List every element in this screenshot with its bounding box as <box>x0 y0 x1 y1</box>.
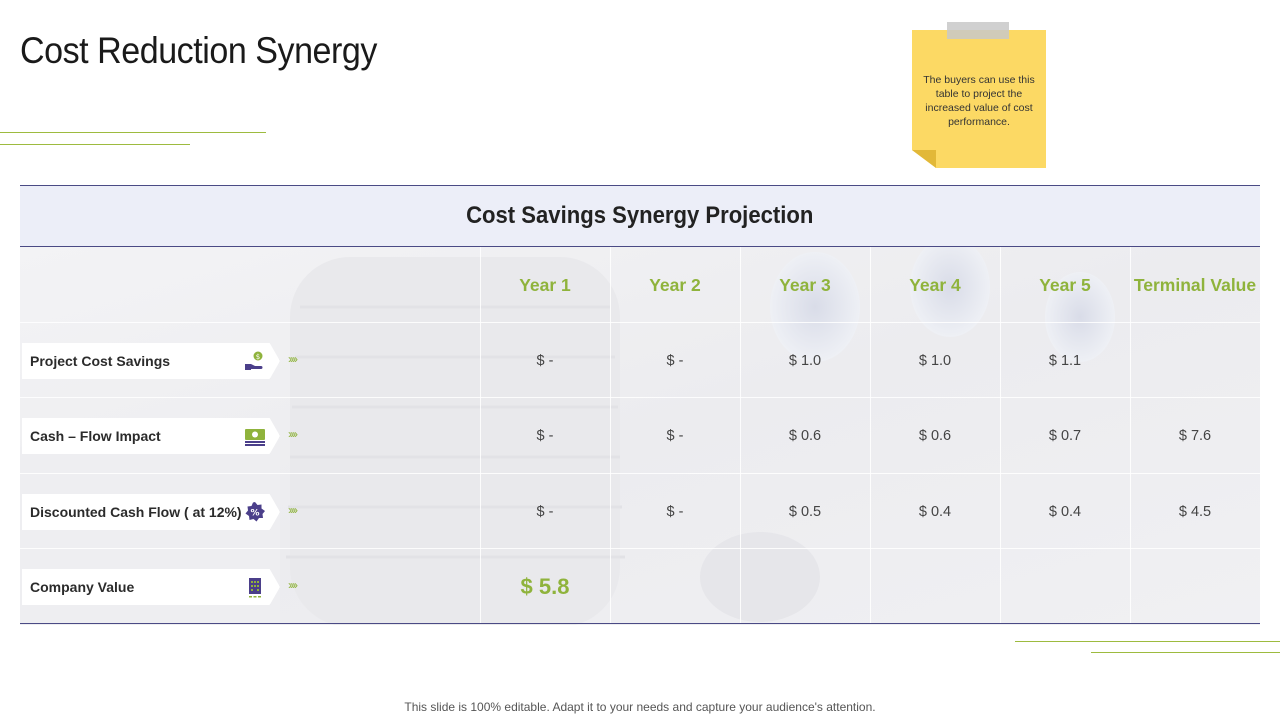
company-value-cell: $ 5.8 <box>520 574 570 599</box>
table-cell: $ 0.5 <box>788 504 822 520</box>
grid-line <box>20 548 1260 549</box>
grid-line <box>610 247 611 624</box>
grid-line <box>20 473 1260 474</box>
percent-badge-icon: % <box>245 502 265 522</box>
building-icon <box>249 578 261 598</box>
table-cell: $ 1.1 <box>1048 353 1082 369</box>
table-cell: $ 0.6 <box>788 428 822 444</box>
column-header-year-4: Year 4 <box>909 275 961 295</box>
column-header-year-1: Year 1 <box>519 275 571 295</box>
grid-line <box>20 322 1260 323</box>
row-label: Project Cost Savings <box>30 353 171 369</box>
table-cell: $ - <box>536 504 554 520</box>
table-header-band: Cost Savings Synergy Projection <box>20 185 1260 247</box>
decorative-line <box>0 144 190 145</box>
row-label-tab: Project Cost Savings $ <box>22 343 280 379</box>
table-cell: $ - <box>666 428 684 444</box>
footer-note: This slide is 100% editable. Adapt it to… <box>404 700 876 714</box>
row-label-tab: Discounted Cash Flow ( at 12%) % <box>22 494 280 530</box>
page-title: Cost Reduction Synergy <box>20 30 377 71</box>
table-cell: $ - <box>536 428 554 444</box>
sticky-note-tape <box>947 22 1009 39</box>
column-header-year-5: Year 5 <box>1039 275 1091 295</box>
column-header-year-2: Year 2 <box>649 275 701 295</box>
table-cell: $ 1.0 <box>788 353 822 369</box>
table-heading: Cost Savings Synergy Projection <box>466 202 814 229</box>
projection-table: Cost Savings Synergy Projection Year 1 Y… <box>20 185 1260 625</box>
chevron-arrows-icon: ›››› <box>288 578 298 592</box>
grid-line <box>480 247 481 624</box>
table-cell: $ 0.4 <box>918 504 952 520</box>
table-cell: $ 1.0 <box>918 353 952 369</box>
table-cell: $ 0.7 <box>1048 428 1082 444</box>
svg-text:$: $ <box>256 353 260 361</box>
chevron-arrows-icon: ›››› <box>288 352 298 366</box>
grid-line <box>1000 247 1001 624</box>
hand-money-icon: $ <box>245 351 263 370</box>
table-cell: $ 0.6 <box>918 428 952 444</box>
table-bottom-border <box>20 623 1260 624</box>
table-cell: $ 7.6 <box>1178 428 1212 444</box>
row-label: Company Value <box>30 579 135 595</box>
cash-stack-icon <box>245 429 265 446</box>
row-label: Cash – Flow Impact <box>30 428 161 444</box>
table-cell: $ - <box>666 353 684 369</box>
sticky-note <box>912 30 1046 168</box>
row-label-tab: Company Value <box>22 569 280 605</box>
grid-line <box>740 247 741 624</box>
table-cell: $ 4.5 <box>1178 504 1212 520</box>
decorative-line <box>1015 641 1280 642</box>
column-header-terminal-value: Terminal Value <box>1133 275 1257 295</box>
column-header-year-3: Year 3 <box>779 275 831 295</box>
svg-text:%: % <box>250 509 259 519</box>
decorative-line <box>1091 652 1280 653</box>
grid-line <box>20 397 1260 398</box>
grid-line <box>1130 247 1131 624</box>
chevron-arrows-icon: ›››› <box>288 503 298 517</box>
decorative-line <box>0 132 266 133</box>
row-label-tab: Cash – Flow Impact <box>22 418 280 454</box>
table-cell: $ - <box>536 353 554 369</box>
table-cell: $ 0.4 <box>1048 504 1082 520</box>
row-label: Discounted Cash Flow ( at 12%) <box>30 504 242 520</box>
table-cell: $ - <box>666 504 684 520</box>
sticky-note-text: The buyers can use this table to project… <box>923 74 1035 128</box>
grid-line <box>870 247 871 624</box>
chevron-arrows-icon: ›››› <box>288 427 298 441</box>
